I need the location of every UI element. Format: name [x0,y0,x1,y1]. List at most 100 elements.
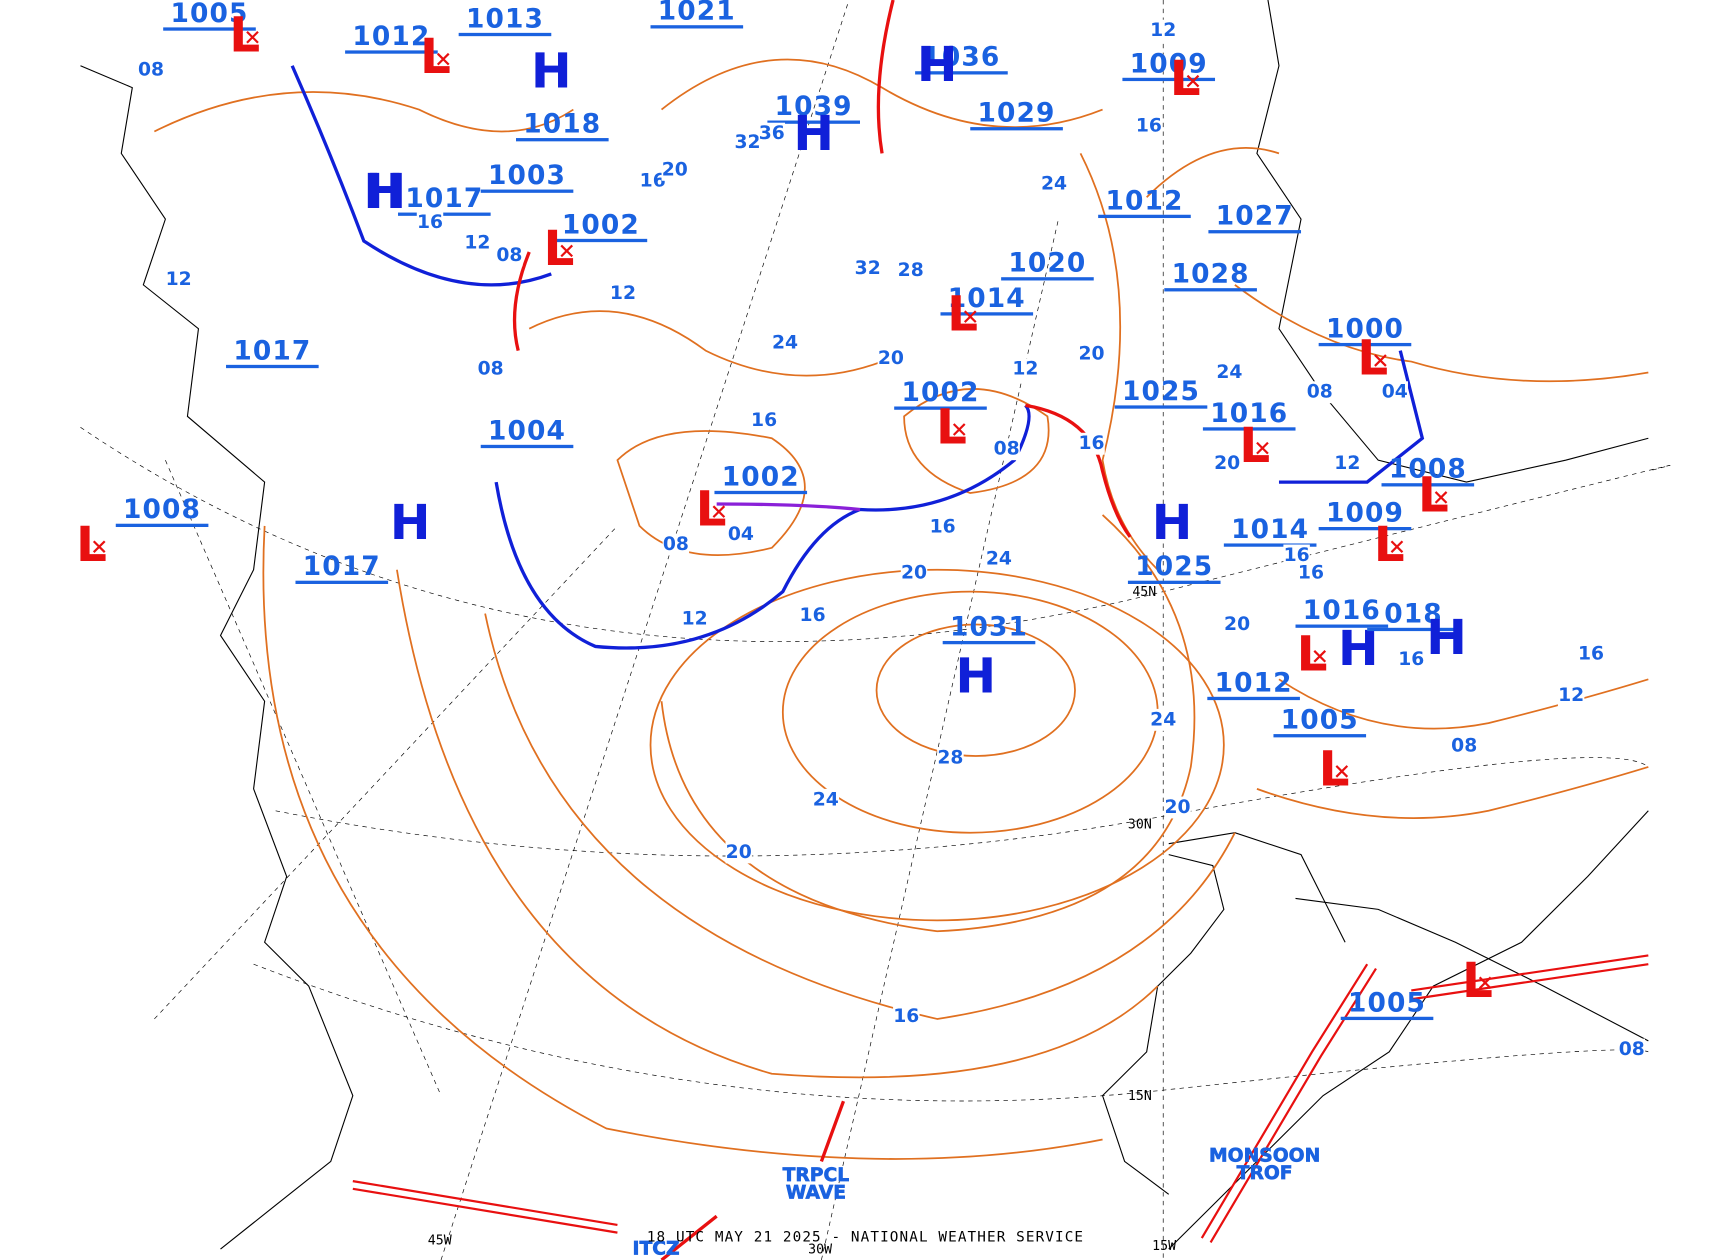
pressure-underline [970,127,1063,131]
pressure-underline [1223,543,1317,547]
pressure-underline [480,444,574,449]
pressure-label: 1021 [658,0,736,27]
isobar-label-bg [1213,452,1241,475]
isobar-label: 36 [759,123,785,144]
pressure-label: 1020 [1008,249,1086,279]
pressure-label: 1025 [1122,377,1200,407]
pressure-underline [942,640,1036,645]
pressure-label: 1000 [1326,315,1404,345]
isobar-label: 08 [138,60,164,81]
pressure-underline [398,212,491,216]
pressure-label: 1014 [1231,515,1309,545]
pressure-label: 1013 [466,4,544,34]
pressure-underline [714,490,808,495]
center-x [92,540,106,553]
isobar-label: 08 [663,534,689,555]
isobar-label-bg [165,268,192,291]
pressure-underline [295,580,389,584]
isobar-label: 16 [1398,649,1424,670]
isobar-label: 20 [726,842,752,863]
center-x [1390,540,1404,553]
pressure-underline [1273,734,1367,738]
pressure-label: 1009 [1326,499,1404,529]
pressure-underline [1164,288,1257,292]
pressure-underline [345,50,438,54]
pressure-label: 1002 [562,210,640,240]
pressure-underline [1001,277,1094,281]
isobar-label-bg [1216,361,1243,384]
pressure-label: 1012 [1105,186,1183,216]
pressure-label: 1002 [722,462,800,492]
isobar-label: 20 [901,563,927,584]
grid-label: 30N [1128,817,1152,832]
annotation: TRPCL [783,1165,850,1186]
isobar-label: 20 [878,348,904,369]
isobar-label-bg [1381,381,1408,404]
isobar-label-bg [1012,358,1039,381]
center-x [436,52,450,66]
pressure-underline [115,523,209,528]
isobar-label-bg [854,257,881,280]
isobar-label: 24 [1216,362,1242,383]
isobar-label-bg [1164,796,1191,819]
isobar-label-bg [681,608,708,630]
isobar-label: 16 [1578,644,1604,665]
pressure-label: 1031 [950,613,1028,643]
center-x [246,30,259,44]
isobar-label-bg [893,1005,920,1028]
isobar-label: 16 [930,517,956,538]
center-x [952,423,966,436]
pressure-label: 1018 [523,110,601,140]
center-symbol: H [955,648,996,704]
isobar-label-bg [1078,432,1105,455]
annotation: WAVE [786,1183,846,1204]
pressure-label: 1027 [1216,202,1294,232]
pressure-label: 1008 [123,495,201,525]
pressure-underline [1295,624,1389,628]
pressure-underline [554,238,648,243]
pressure-underline [1114,405,1208,409]
center-x [1434,491,1448,504]
pressure-label: 1016 [1303,596,1381,626]
pressure-underline [1207,696,1300,701]
pressure-underline [767,120,860,124]
pressure-underline [1318,527,1412,531]
grid-label: 30W [808,1242,832,1257]
pressure-label: 1039 [775,92,853,122]
isobar-label-bg [1618,1038,1646,1061]
isobar-label: 20 [1165,797,1191,818]
pressure-label: 1017 [233,336,311,366]
isobar-label-bg [662,533,690,556]
isobar-label-bg [812,788,840,811]
pressure-underline [458,32,552,37]
isobar-label-bg [464,232,491,255]
isobar-label-bg [1040,173,1068,196]
isobar-label: 32 [855,258,881,279]
isobar-label: 08 [1619,1039,1645,1060]
center-x [1478,976,1492,990]
isobar-label-bg [1149,708,1177,731]
pressure-underline [1122,77,1216,82]
pressure-label: 1012 [352,22,430,52]
isobar-label: 24 [813,789,839,810]
isobar-label: 32 [735,132,761,153]
pressure-label: 1036 [922,43,1000,73]
center-x [712,505,726,518]
isobar-label: 16 [893,1006,919,1027]
grid-label: 45W [428,1234,452,1249]
pressure-label: 1005 [1281,706,1359,736]
isobar-label-bg [734,131,761,154]
isobar-label: 08 [994,439,1020,460]
isobar-label: 16 [640,170,666,191]
isobar-label-bg [771,331,799,354]
pressure-label: 1017 [303,552,381,582]
isobar-label-bg [661,158,688,181]
center-x [1256,441,1269,455]
pressure-label: 1005 [170,0,248,29]
isobar-label: 08 [496,245,522,266]
center-symbol: H [366,164,407,220]
grid-label: 15N [1128,1089,1152,1104]
isobar-label-bg [929,516,956,538]
center-symbol: H [917,37,958,93]
pressure-underline [1127,580,1221,584]
